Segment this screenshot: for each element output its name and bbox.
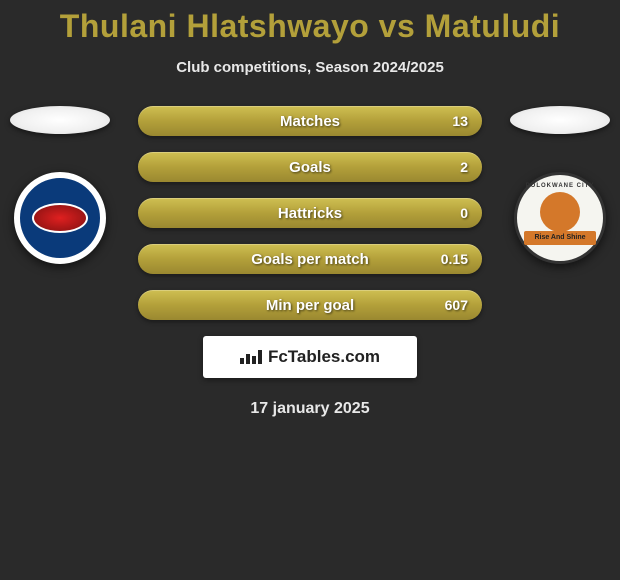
- player-left-oval: [10, 106, 110, 134]
- stat-label: Goals: [289, 159, 331, 176]
- date-text: 17 january 2025: [0, 400, 620, 418]
- subtitle: Club competitions, Season 2024/2025: [0, 59, 620, 76]
- stat-bar: Hattricks 0: [138, 198, 482, 228]
- player-left-col: [10, 106, 110, 264]
- club-badge-right: POLOKWANE CITY Rise And Shine: [514, 172, 606, 264]
- player-right-oval: [510, 106, 610, 134]
- player-right-col: POLOKWANE CITY Rise And Shine: [510, 106, 610, 264]
- footer-brand-box: FcTables.com: [203, 336, 417, 378]
- stat-value-right: 0: [460, 205, 468, 221]
- stat-value-right: 13: [452, 113, 468, 129]
- club-badge-left: [14, 172, 106, 264]
- stat-bar: Matches 13: [138, 106, 482, 136]
- stat-bar: Min per goal 607: [138, 290, 482, 320]
- stats-bars: Matches 13 Goals 2 Hattricks 0 Goals per…: [138, 106, 482, 320]
- stat-value-right: 2: [460, 159, 468, 175]
- club-badge-left-inner: [32, 203, 88, 233]
- stat-bar: Goals per match 0.15: [138, 244, 482, 274]
- stat-value-right: 607: [445, 297, 468, 313]
- stat-label: Hattricks: [278, 205, 342, 222]
- page-title: Thulani Hlatshwayo vs Matuludi: [0, 0, 620, 45]
- club-badge-right-inner: [540, 192, 580, 232]
- stat-bar: Goals 2: [138, 152, 482, 182]
- footer-brand-text: FcTables.com: [268, 347, 380, 367]
- club-badge-right-top-text: POLOKWANE CITY: [526, 183, 595, 189]
- stat-label: Min per goal: [266, 297, 354, 314]
- stat-value-right: 0.15: [441, 251, 468, 267]
- stat-label: Matches: [280, 113, 340, 130]
- club-badge-right-banner: Rise And Shine: [524, 231, 596, 245]
- chart-icon: [240, 350, 262, 364]
- comparison-container: POLOKWANE CITY Rise And Shine Matches 13…: [0, 106, 620, 418]
- stat-label: Goals per match: [251, 251, 369, 268]
